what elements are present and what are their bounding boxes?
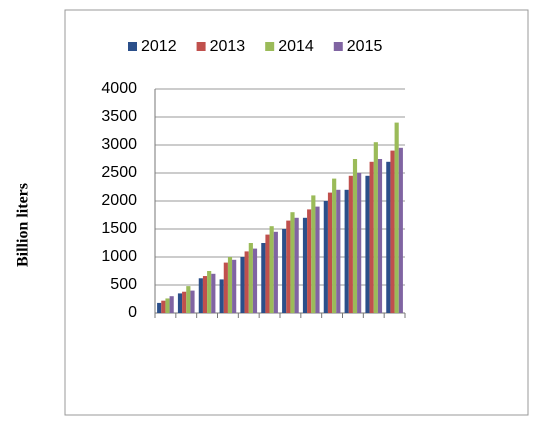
bar	[198, 278, 203, 313]
legend-swatch	[128, 42, 137, 51]
y-tick-label: 3500	[101, 108, 137, 125]
legend-swatch	[196, 42, 206, 51]
bar	[244, 251, 249, 313]
bar	[307, 209, 312, 313]
bar	[311, 195, 316, 313]
bar	[240, 257, 245, 313]
bar	[219, 279, 224, 313]
bar	[177, 293, 183, 313]
legend-label: 2013	[210, 38, 246, 55]
bar	[365, 175, 370, 313]
legend-label: 2015	[347, 38, 383, 55]
bar	[394, 122, 399, 313]
bar	[273, 231, 278, 313]
bar	[323, 201, 328, 313]
bar	[398, 147, 403, 313]
y-tick-label: 500	[110, 276, 137, 293]
bar	[252, 248, 258, 313]
bar	[294, 217, 299, 313]
bar	[286, 220, 291, 313]
bar	[377, 159, 383, 313]
bar	[336, 189, 341, 313]
bar	[157, 302, 162, 313]
bar	[302, 217, 308, 313]
legend-swatch	[333, 42, 343, 51]
bar	[344, 189, 349, 313]
bar	[202, 276, 208, 313]
bar	[248, 243, 253, 313]
bar	[386, 161, 391, 313]
bar	[332, 178, 337, 313]
bar	[261, 243, 266, 313]
bar	[227, 257, 233, 313]
bar	[390, 150, 395, 313]
bar	[348, 175, 353, 313]
legend-swatch	[265, 42, 275, 51]
bar	[369, 161, 374, 313]
legend-label: 2014	[278, 38, 314, 55]
y-tick-label: 2500	[101, 164, 137, 181]
bar	[290, 212, 295, 313]
bar	[315, 206, 320, 313]
bar	[327, 192, 333, 313]
bar	[282, 229, 287, 313]
bar	[169, 296, 174, 313]
y-tick-label: 1000	[101, 248, 137, 265]
bar	[352, 159, 358, 313]
bar	[207, 271, 212, 313]
bar	[223, 262, 228, 313]
bar	[373, 142, 378, 313]
y-tick-label: 0	[128, 304, 137, 321]
bar	[182, 291, 187, 313]
y-tick-label: 2000	[101, 192, 137, 209]
bar	[269, 226, 274, 313]
bar	[265, 234, 270, 313]
bar	[186, 286, 191, 313]
chart-frame	[64, 9, 529, 416]
y-axis-label: Billion liters	[15, 183, 32, 267]
bar	[165, 298, 170, 313]
bar	[161, 300, 166, 313]
bar	[232, 259, 237, 313]
y-tick-label: 1500	[101, 220, 137, 237]
y-tick-label: 4000	[101, 80, 137, 97]
bar	[357, 173, 362, 313]
bar	[211, 273, 216, 313]
y-tick-label: 3000	[101, 136, 137, 153]
legend-label: 2012	[141, 38, 177, 55]
bar	[190, 290, 195, 313]
